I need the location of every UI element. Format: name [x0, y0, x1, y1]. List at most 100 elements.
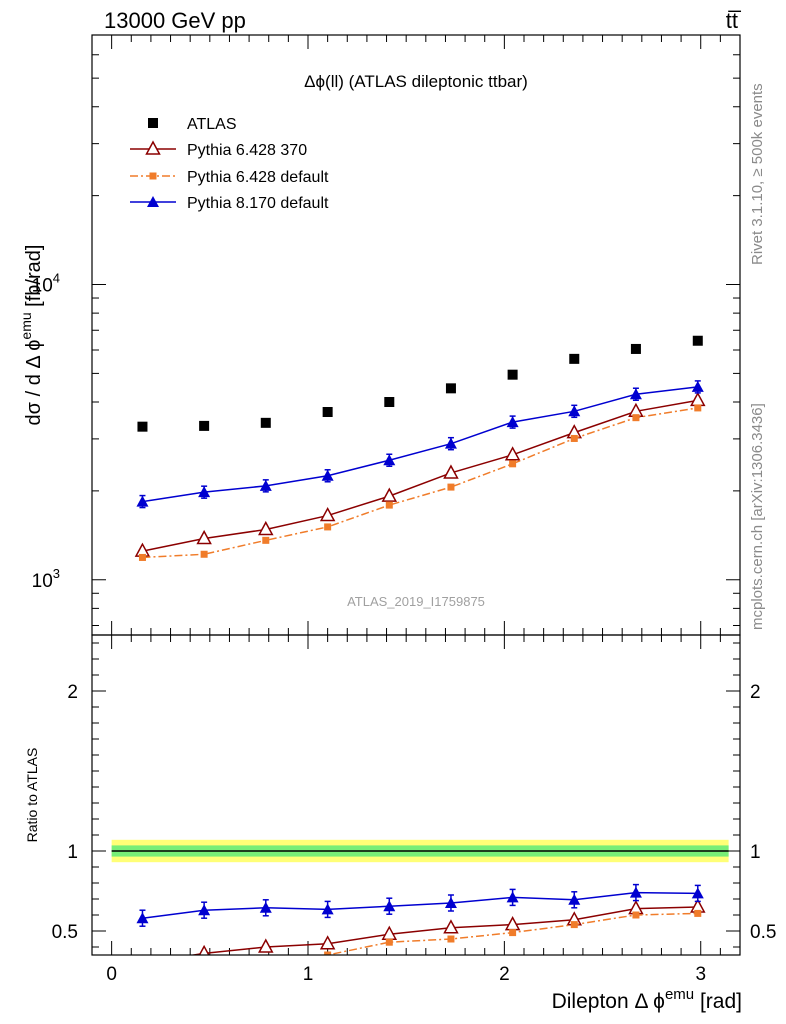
main-point-py8 [691, 380, 704, 392]
main-point-atlas [630, 343, 641, 354]
main-point-atlas [692, 335, 703, 346]
legend-marker-py6-370 [145, 140, 161, 155]
main-point-atlas [445, 383, 456, 394]
legend-label-atlas: ATLAS [187, 116, 237, 133]
main-point-py6_default [694, 404, 702, 412]
ratio-point-py8 [259, 901, 272, 913]
main-point-py6_370 [690, 391, 706, 407]
ratio-series [136, 883, 706, 976]
ratio-point-py6_370 [319, 935, 336, 950]
main-y-tick-label: 104 [32, 271, 60, 297]
main-title: Δϕ(ll) (ATLAS dileptonic ttbar) [304, 72, 528, 91]
x-tick-label: 3 [695, 964, 706, 985]
ratio-line-py6_default [313, 912, 698, 955]
y-axis-label: dσ / d Δ ϕemu [fb/rad] [18, 245, 45, 426]
rivet-label: Rivet 3.1.10, ≥ 500k events [749, 83, 766, 265]
ratio-y-tick-label-right: 0.5 [750, 922, 776, 943]
main-series [134, 335, 706, 561]
legend-marker-atlas [148, 118, 158, 128]
ratio-point-py8 [506, 891, 519, 903]
ratio-point-py6_default [139, 969, 146, 976]
ratio-y-tick-label-left: 2 [67, 682, 78, 703]
ratio-point-py6_default [570, 921, 578, 929]
main-point-py8 [568, 405, 581, 417]
main-point-py6_default [324, 523, 332, 531]
main-point-py6_default [570, 434, 578, 442]
main-point-py6_370 [196, 529, 212, 545]
ratio-point-py6_default [262, 954, 270, 955]
analysis-watermark: ATLAS_2019_I1759875 [347, 594, 485, 609]
main-point-atlas [137, 421, 148, 432]
x-tick-label: 0 [106, 964, 117, 985]
ratio-y-label: Ratio to ATLAS [24, 748, 40, 843]
ratio-point-py8 [568, 893, 581, 905]
ratio-y-tick-label-left: 0.5 [52, 922, 78, 943]
main-line-py8 [142, 386, 698, 503]
ratio-y-tick-label-right: 2 [750, 682, 761, 703]
process-label: tt̅ [726, 8, 742, 33]
main-point-py6_default [509, 460, 517, 468]
main-point-py6_default [262, 536, 270, 544]
ratio-point-py8 [629, 886, 642, 898]
ratio-point-py8 [383, 900, 396, 912]
main-point-atlas [507, 369, 518, 380]
main-point-atlas [199, 420, 210, 431]
main-panel: Δϕ(ll) (ATLAS dileptonic ttbar) ATLAS_20… [18, 34, 741, 636]
x-tick-label: 1 [303, 964, 314, 985]
ratio-point-py6_default [632, 911, 640, 919]
ratio-point-py6_default [447, 935, 455, 943]
energy-label: 13000 GeV pp [104, 8, 246, 33]
ratio-point-py8 [444, 897, 457, 908]
mcplots-label: mcplots.cern.ch [arXiv:1306.3436] [749, 403, 766, 630]
main-point-py8 [136, 495, 149, 507]
main-point-py8 [259, 479, 272, 491]
main-point-atlas [569, 353, 580, 364]
main-line-py6_default [142, 407, 698, 559]
ratio-frame [91, 634, 741, 956]
main-line-py6_370 [142, 399, 698, 552]
legend: ATLAS Pythia 6.428 370 Pythia 6.428 defa… [130, 116, 329, 212]
main-point-atlas [322, 407, 333, 418]
ratio-point-py6_370 [258, 938, 274, 953]
main-point-py8 [506, 416, 519, 428]
main-point-py6_370 [319, 506, 336, 522]
ratio-point-py8 [198, 904, 211, 916]
main-point-py6_370 [258, 520, 274, 536]
main-point-py6_default [385, 501, 393, 509]
legend-label-py8: Pythia 8.170 default [187, 195, 329, 212]
ratio-point-py8 [136, 912, 149, 924]
main-point-py6_default [447, 483, 455, 491]
main-point-atlas [384, 397, 395, 408]
main-point-py6_default [138, 553, 146, 561]
ratio-line-py6_370 [188, 906, 698, 955]
ratio-point-py6_default [385, 938, 393, 946]
main-point-py8 [198, 486, 211, 498]
main-point-py6_default [632, 414, 640, 422]
ratio-point-py6_370 [443, 919, 459, 934]
ratio-point-py6_default [201, 963, 208, 970]
ratio-point-py8 [321, 903, 334, 915]
ratio-point-py6_default [509, 929, 517, 937]
ratio-point-py6_default [324, 951, 332, 955]
ratio-y-tick-label-left: 1 [67, 842, 78, 863]
ratio-uncertainty-band [111, 839, 729, 863]
ratio-point-py6_370 [198, 944, 210, 955]
main-point-py6_370 [504, 446, 521, 461]
main-point-atlas [260, 417, 271, 428]
legend-marker-py6-default [149, 172, 157, 180]
x-tick-label: 2 [499, 964, 510, 985]
x-axis-label: Dilepton Δ ϕemu [rad] [552, 986, 742, 1013]
main-point-py8 [383, 454, 396, 466]
ratio-line-py8 [142, 891, 698, 919]
ratio-point-py8 [691, 887, 704, 899]
ratio-panel: 0.5 1 2 0.5 1 2 0 1 2 3 Ratio to ATLAS Dilepton Δ… [24, 634, 776, 1013]
ratio-y-tick-label-right: 1 [750, 842, 761, 863]
main-point-py6_370 [443, 464, 459, 479]
legend-label-py6-370: Pythia 6.428 370 [187, 142, 307, 159]
main-y-tick-label: 103 [32, 566, 60, 592]
main-point-py8 [444, 437, 457, 449]
main-point-py8 [321, 469, 334, 481]
main-point-py8 [629, 388, 642, 400]
legend-label-py6-default: Pythia 6.428 default [187, 169, 329, 186]
